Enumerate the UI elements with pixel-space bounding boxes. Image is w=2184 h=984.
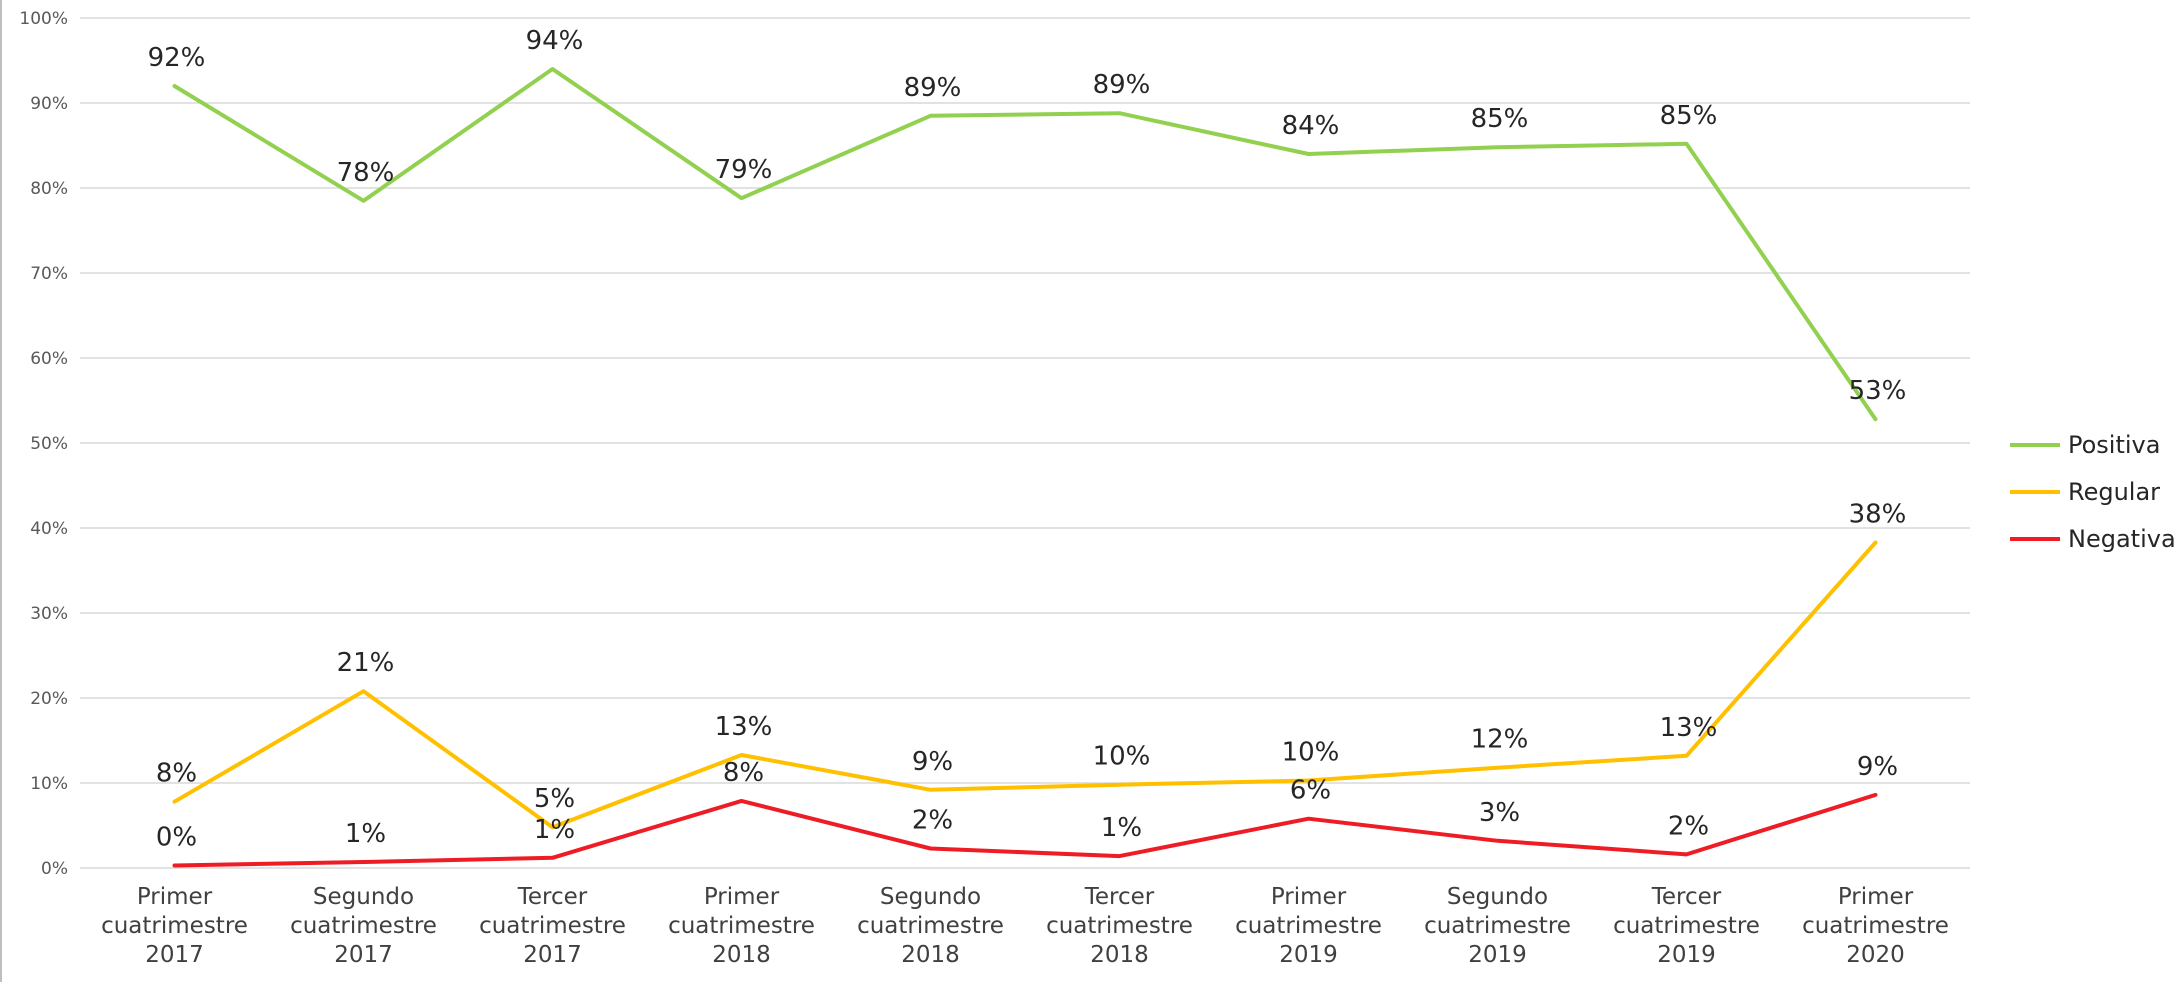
x-tick-label: Primer cuatrimestre 2017 [101, 884, 248, 968]
legend-label: Positiva [2068, 431, 2160, 459]
data-label-regular: 13% [1660, 713, 1718, 743]
data-label-positiva: 89% [904, 73, 962, 103]
legend-label: Regular [2068, 478, 2160, 506]
data-label-negativa: 6% [1290, 776, 1331, 806]
x-tick-label: Tercer cuatrimestre 2019 [1613, 884, 1760, 968]
series-lines [172, 67, 1878, 868]
data-label-positiva: 78% [337, 158, 395, 188]
data-label-regular: 10% [1093, 742, 1151, 772]
x-tick-label: Primer cuatrimestre 2018 [668, 884, 815, 968]
data-label-positiva: 84% [1282, 111, 1340, 141]
y-axis-ticks: 0% 10% 20% 30% 40% 50% 60% 70% 80% 90% 100% [19, 9, 68, 879]
data-label-positiva: 85% [1471, 104, 1529, 134]
y-tick-label: 20% [30, 689, 68, 709]
series-line-negativa [172, 792, 1878, 868]
data-label-regular: 21% [337, 648, 395, 678]
data-label-negativa: 2% [912, 805, 953, 835]
data-label-positiva: 79% [715, 155, 773, 185]
data-label-regular: 38% [1849, 499, 1907, 529]
data-label-negativa: 9% [1857, 752, 1898, 782]
y-tick-label: 100% [19, 9, 68, 29]
series-line-regular [172, 540, 1878, 830]
y-tick-label: 70% [30, 264, 68, 284]
data-label-regular: 8% [156, 759, 197, 789]
data-label-regular: 9% [912, 747, 953, 777]
x-tick-label: Tercer cuatrimestre 2018 [1046, 884, 1193, 968]
data-label-positiva: 85% [1660, 101, 1718, 131]
y-tick-label: 50% [30, 434, 68, 454]
y-tick-label: 60% [30, 349, 68, 369]
data-label-positiva: 92% [148, 43, 206, 73]
data-label-regular: 5% [534, 784, 575, 814]
x-tick-label: Primer cuatrimestre 2020 [1802, 884, 1949, 968]
legend-label: Negativa [2068, 525, 2176, 553]
y-tick-label: 30% [30, 604, 68, 624]
data-label-regular: 10% [1282, 737, 1340, 767]
data-label-positiva: 53% [1849, 376, 1907, 406]
y-tick-label: 0% [41, 859, 68, 879]
x-tick-label: Segundo cuatrimestre 2018 [857, 884, 1004, 968]
data-label-negativa: 2% [1668, 811, 1709, 841]
data-label-positiva: 94% [526, 26, 584, 56]
data-label-regular: 12% [1471, 725, 1529, 755]
y-tick-label: 90% [30, 94, 68, 114]
legend: Positiva Regular Negativa [2010, 431, 2176, 553]
y-tick-label: 80% [30, 179, 68, 199]
data-label-negativa: 8% [723, 758, 764, 788]
data-label-negativa: 1% [345, 819, 386, 849]
data-label-negativa: 0% [156, 822, 197, 852]
x-tick-label: Segundo cuatrimestre 2017 [290, 884, 437, 968]
data-label-negativa: 1% [534, 815, 575, 845]
x-tick-label: Segundo cuatrimestre 2019 [1424, 884, 1571, 968]
data-label-negativa: 1% [1101, 813, 1142, 843]
x-axis-ticks: Primer cuatrimestre 2017 Segundo cuatrimestr… [101, 884, 1949, 968]
data-labels: 92% 78% 94% 79% 89% 89% 84% 85% 85% 53% 8% 21% 5% 13%… [148, 26, 1907, 852]
x-tick-label: Tercer cuatrimestre 2017 [479, 884, 626, 968]
x-tick-label: Primer cuatrimestre 2019 [1235, 884, 1382, 968]
gridlines [80, 17, 1970, 869]
data-label-regular: 13% [715, 712, 773, 742]
data-label-positiva: 89% [1093, 70, 1151, 100]
y-tick-label: 10% [30, 774, 68, 794]
y-tick-label: 40% [30, 519, 68, 539]
data-label-negativa: 3% [1479, 798, 1520, 828]
series-line-positiva [172, 67, 1878, 422]
